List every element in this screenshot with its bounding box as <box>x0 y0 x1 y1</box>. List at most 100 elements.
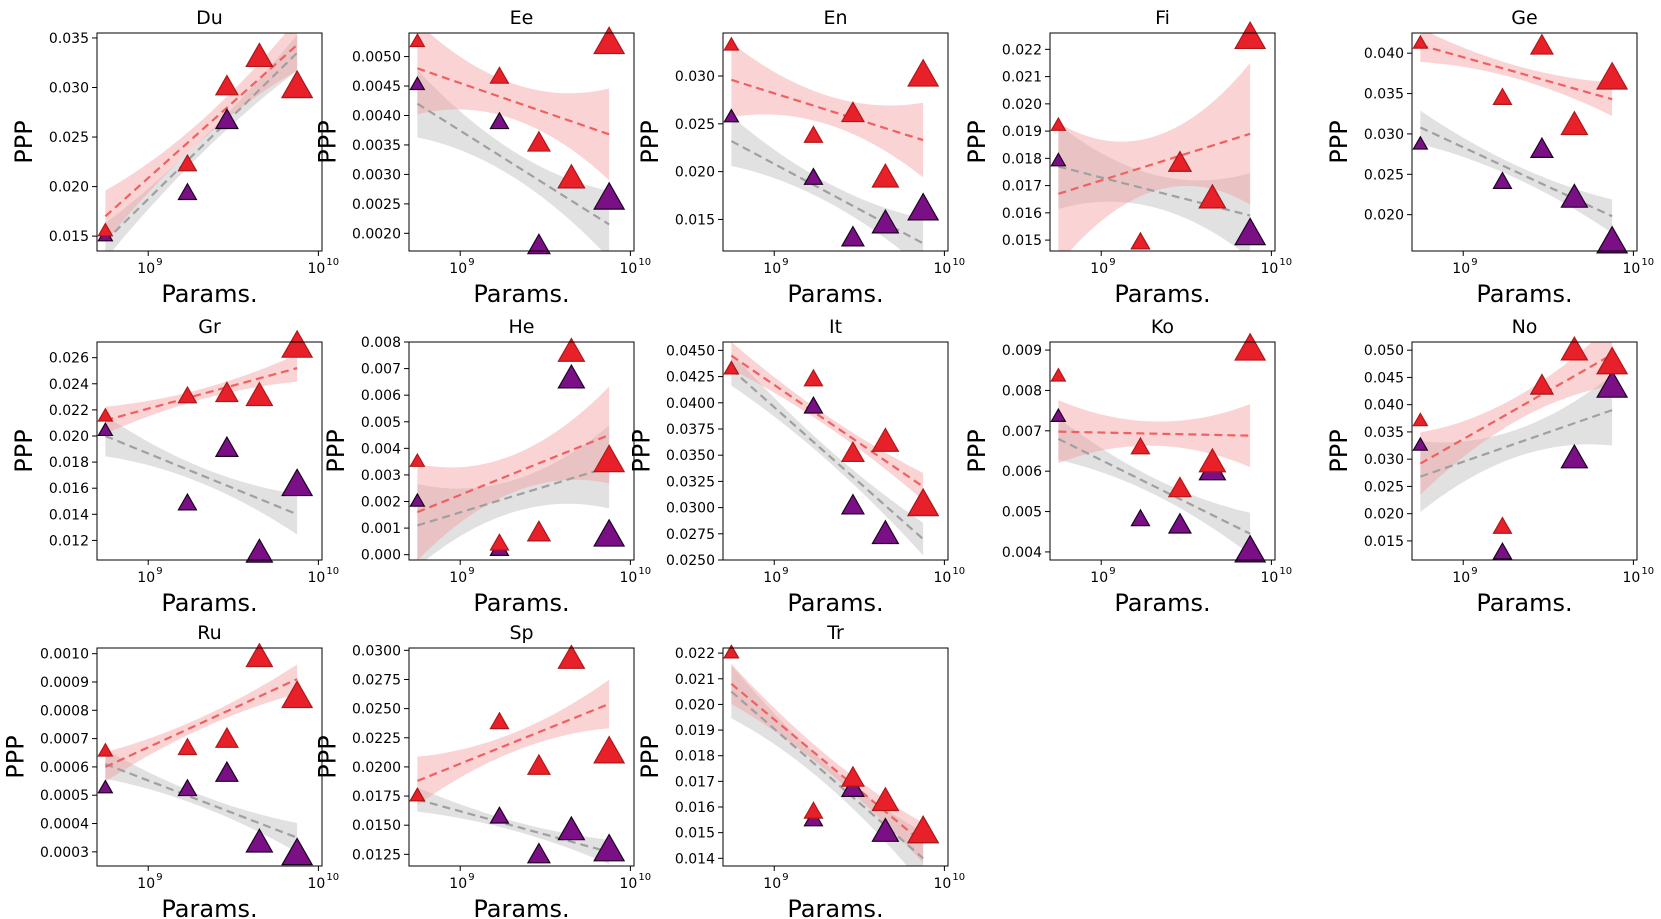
x-tick-exponent: 9 <box>782 566 788 577</box>
red-fit-line <box>1058 132 1251 195</box>
x-axis-label: Params. <box>473 280 569 308</box>
y-tick-label: 0.050 <box>1364 343 1404 359</box>
panel-he: 0.000 0.001 0.002 0.003 0.004 0.005 0.006 0.007… <box>322 316 651 617</box>
y-tick-label: 0.0400 <box>666 396 715 412</box>
plot-area <box>1057 400 1251 555</box>
red-fit-line <box>417 67 610 136</box>
red-point <box>1130 436 1151 455</box>
purple-point <box>526 233 551 255</box>
y-axis-label: PPP <box>627 429 655 472</box>
purple-point <box>593 181 626 210</box>
y-axis-label: PPP <box>963 429 991 472</box>
red-fit-line <box>104 678 298 768</box>
gray-fit-line <box>730 140 924 245</box>
panel-title: No <box>1512 316 1538 338</box>
plot-area <box>730 663 924 866</box>
panel-sp: 0.0125 0.0150 0.0175 0.0200 0.0225 0.0250 0.02… <box>313 622 651 919</box>
red-fit-line <box>730 683 924 844</box>
x-tick-exponent: 10 <box>1279 566 1292 577</box>
y-tick-label: 0.020 <box>675 165 715 181</box>
y-tick-label: 0.021 <box>675 672 715 688</box>
y-tick-label: 0.0300 <box>666 501 715 517</box>
purple-point <box>177 778 198 797</box>
panel-title: Tr <box>826 622 844 644</box>
red-confidence-band <box>1420 342 1613 495</box>
purple-point <box>409 492 426 507</box>
gray-fit-line <box>1057 437 1251 535</box>
x-tick-exponent: 10 <box>952 566 965 577</box>
x-tick-exponent: 9 <box>782 872 788 883</box>
y-tick-label: 0.002 <box>361 495 401 511</box>
y-tick-label: 0.035 <box>1364 87 1404 103</box>
purple-point <box>409 76 426 91</box>
x-axis-label: Params. <box>787 280 883 308</box>
purple-point <box>177 492 198 511</box>
y-tick-label: 0.018 <box>49 455 89 471</box>
y-tick-label: 0.022 <box>1002 42 1042 58</box>
x-axis-label: Params. <box>1114 589 1210 617</box>
red-point <box>1492 87 1513 105</box>
y-tick-label: 0.0300 <box>352 643 401 659</box>
purple-point <box>1492 171 1513 189</box>
red-fit-line <box>1419 353 1613 465</box>
y-tick-label: 0.0030 <box>352 167 401 183</box>
y-tick-label: 0.040 <box>1364 398 1404 414</box>
panel-it: 0.0250 0.0275 0.0300 0.0325 0.0350 0.0375 0.04… <box>627 316 965 617</box>
y-tick-label: 0.035 <box>1364 425 1404 441</box>
x-tick-exponent: 9 <box>468 566 474 577</box>
purple-point <box>1050 152 1067 167</box>
red-point <box>1050 367 1067 382</box>
plot-area <box>1419 342 1613 513</box>
y-tick-label: 0.026 <box>49 351 89 367</box>
y-axis-label: PPP <box>313 120 341 163</box>
red-point <box>245 42 274 68</box>
red-point <box>1167 476 1192 498</box>
panel-ee: 0.0020 0.0025 0.0030 0.0035 0.0040 0.0045 0.00… <box>313 7 651 308</box>
axes-frame <box>408 32 635 252</box>
red-point <box>557 163 586 189</box>
y-tick-label: 0.025 <box>1364 479 1404 495</box>
purple-point <box>1596 369 1629 398</box>
purple-point <box>803 167 824 185</box>
panel-ru: 0.0003 0.0004 0.0005 0.0006 0.0007 0.0008 0.00… <box>1 622 339 919</box>
red-point <box>245 381 274 407</box>
x-tick-label: 10 <box>137 876 155 892</box>
x-tick-exponent: 9 <box>1109 566 1115 577</box>
y-tick-label: 0.035 <box>49 31 89 47</box>
panel-fi: 0.015 0.016 0.017 0.018 0.019 0.020 0.021 0.022… <box>963 7 1292 308</box>
panel-title: Fi <box>1155 7 1170 29</box>
y-tick-label: 0.005 <box>1002 505 1042 521</box>
red-fit-line <box>416 702 610 782</box>
purple-point <box>1529 136 1554 158</box>
y-tick-label: 0.0350 <box>666 448 715 464</box>
x-tick-label: 10 <box>763 570 781 586</box>
y-tick-label: 0.0040 <box>352 108 401 124</box>
gray-fit-line <box>1058 165 1251 217</box>
panel-title: He <box>509 316 535 338</box>
purple-point <box>1130 508 1151 527</box>
red-fit-line <box>104 44 298 218</box>
y-tick-label: 0.045 <box>1364 370 1404 386</box>
y-axis-label: PPP <box>636 735 664 778</box>
y-tick-label: 0.0045 <box>352 79 401 95</box>
y-tick-label: 0.0275 <box>666 527 715 543</box>
x-tick-exponent: 10 <box>638 566 651 577</box>
x-tick-label: 10 <box>1090 570 1108 586</box>
x-tick-exponent: 10 <box>952 257 965 268</box>
x-tick-label: 10 <box>1622 570 1640 586</box>
purple-point <box>871 519 900 545</box>
plot-area <box>1058 62 1251 251</box>
red-point <box>177 385 198 404</box>
plot-area <box>416 679 610 865</box>
red-point <box>1412 412 1429 427</box>
axes-frame <box>96 32 323 252</box>
axes-frame <box>408 647 635 867</box>
x-tick-exponent: 9 <box>156 872 162 883</box>
y-tick-label: 0.020 <box>49 180 89 196</box>
y-tick-label: 0.0250 <box>352 702 401 718</box>
red-point <box>1412 34 1429 49</box>
red-point <box>871 163 900 188</box>
y-tick-label: 0.0003 <box>40 845 89 861</box>
axes-frame <box>1411 32 1638 252</box>
